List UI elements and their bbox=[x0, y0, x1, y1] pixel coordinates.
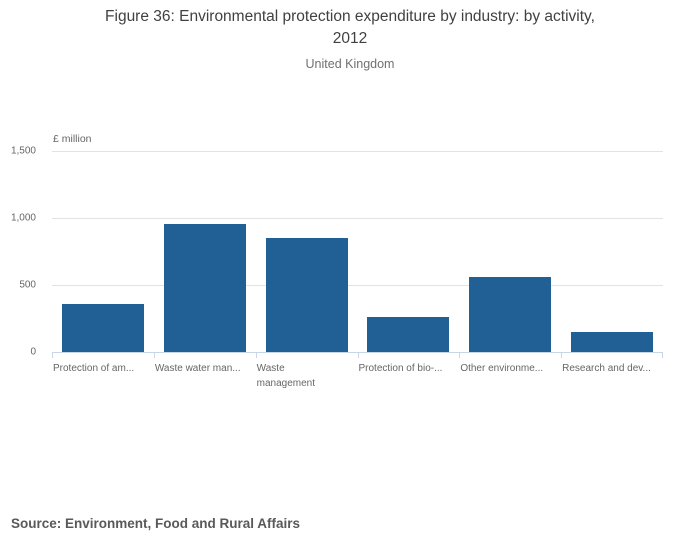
bar-5 bbox=[469, 276, 552, 352]
x-axis-ticks bbox=[52, 352, 663, 358]
bars-container bbox=[52, 151, 663, 352]
bar-slot bbox=[459, 151, 561, 352]
chart-title: Figure 36: Environmental protection expe… bbox=[30, 6, 670, 50]
source-text: Source: Environment, Food and Rural Affa… bbox=[11, 516, 301, 531]
x-axis-label: Protection of am... bbox=[53, 363, 135, 374]
bar-slot bbox=[52, 151, 154, 352]
x-axis-label: Research and dev... bbox=[562, 363, 651, 374]
x-axis-tick bbox=[153, 352, 155, 358]
x-axis-label: Other environme... bbox=[460, 363, 544, 374]
chart-title-line2: 2012 bbox=[332, 30, 368, 47]
chart-subtitle: United Kingdom bbox=[305, 57, 395, 71]
x-axis-labels: Protection of am... Waste water man... Was… bbox=[52, 361, 663, 391]
x-axis-tick bbox=[52, 352, 53, 358]
x-axis-label: Waste water man... bbox=[154, 363, 241, 374]
y-axis-tick-label: 1,000 bbox=[10, 212, 36, 224]
gridline bbox=[52, 217, 663, 219]
bar-3 bbox=[265, 238, 348, 352]
bar-1 bbox=[61, 303, 144, 352]
bar-slot bbox=[357, 151, 459, 352]
bar-4 bbox=[367, 317, 450, 352]
x-axis-tick bbox=[662, 352, 663, 358]
y-axis-tick-label: 1,500 bbox=[10, 145, 36, 157]
x-axis-label: Protection of bio-... bbox=[358, 363, 443, 374]
plot-area bbox=[52, 151, 663, 353]
x-axis-label: Waste management bbox=[256, 363, 316, 389]
chart-title-line1: Figure 36: Environmental protection expe… bbox=[105, 8, 595, 25]
x-axis-tick bbox=[561, 352, 563, 358]
bar-slot bbox=[561, 151, 663, 352]
gridline bbox=[52, 151, 663, 152]
bar-6 bbox=[571, 332, 654, 352]
bar-slot bbox=[154, 151, 256, 352]
y-axis-tick-label: 0 bbox=[30, 346, 36, 358]
y-axis: 1,500 1,000 500 0 bbox=[0, 146, 36, 358]
bar-slot bbox=[256, 151, 358, 352]
y-axis-tick-label: 500 bbox=[19, 279, 36, 291]
x-axis-tick bbox=[357, 352, 359, 358]
gridline bbox=[52, 284, 663, 286]
y-axis-unit-label: £ million bbox=[53, 133, 92, 145]
x-axis-tick bbox=[459, 352, 461, 358]
bar-2 bbox=[163, 224, 246, 352]
x-axis-tick bbox=[255, 352, 257, 358]
